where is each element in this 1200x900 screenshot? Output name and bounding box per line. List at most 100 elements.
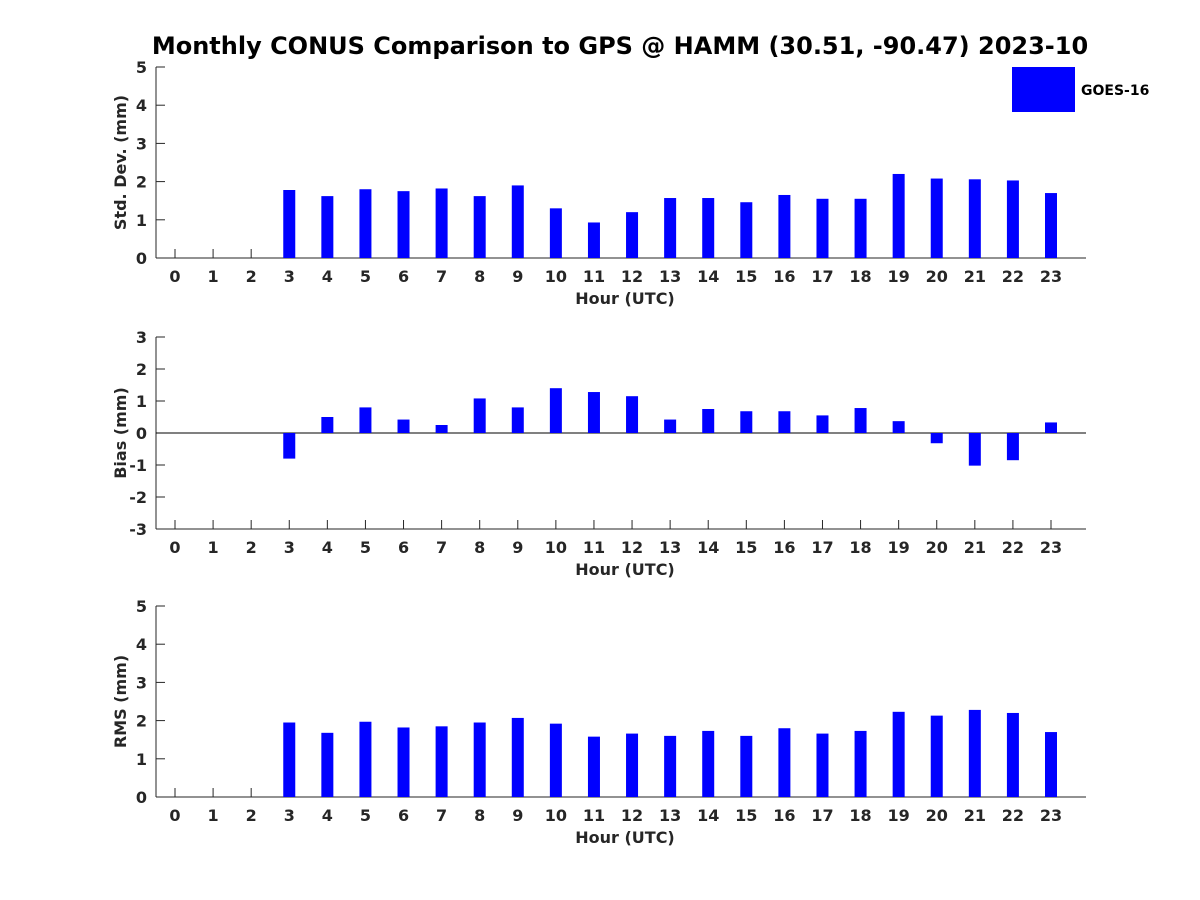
bar xyxy=(930,433,943,444)
bar xyxy=(359,721,372,797)
bar xyxy=(854,198,867,258)
bar xyxy=(473,398,486,433)
x-tick-label: 4 xyxy=(322,267,333,286)
bar xyxy=(892,173,905,258)
x-tick-label: 9 xyxy=(512,538,523,557)
y-tick-label: 2 xyxy=(136,712,147,731)
y-tick-label: 5 xyxy=(136,597,147,616)
x-tick-label: 13 xyxy=(659,538,681,557)
x-tick-label: 19 xyxy=(888,538,910,557)
bar xyxy=(664,735,677,797)
x-tick-label: 7 xyxy=(436,267,447,286)
x-tick-label: 5 xyxy=(360,538,371,557)
x-tick-label: 6 xyxy=(398,806,409,825)
x-tick-label: 7 xyxy=(436,538,447,557)
y-tick-label: 1 xyxy=(136,750,147,769)
bar xyxy=(587,392,600,433)
bar xyxy=(283,433,296,459)
bar xyxy=(930,178,943,258)
x-tick-label: 9 xyxy=(512,267,523,286)
x-tick-label: 7 xyxy=(436,806,447,825)
x-tick-label: 6 xyxy=(398,267,409,286)
x-tick-label: 16 xyxy=(773,806,795,825)
bar xyxy=(968,179,981,258)
bar xyxy=(549,388,562,433)
x-tick-label: 12 xyxy=(621,538,643,557)
x-tick-label: 19 xyxy=(888,267,910,286)
x-tick-label: 2 xyxy=(246,806,257,825)
x-tick-label: 18 xyxy=(849,538,871,557)
x-tick-label: 17 xyxy=(811,806,833,825)
bar xyxy=(702,409,715,433)
y-axis-label: Std. Dev. (mm) xyxy=(111,95,130,230)
x-tick-label: 15 xyxy=(735,267,757,286)
x-tick-label: 10 xyxy=(545,538,567,557)
x-tick-label: 11 xyxy=(583,267,605,286)
bar xyxy=(549,723,562,797)
y-tick-label: 4 xyxy=(136,635,147,654)
x-tick-label: 1 xyxy=(208,538,219,557)
bar xyxy=(854,730,867,797)
bar xyxy=(778,728,791,797)
y-tick-label: 0 xyxy=(136,788,147,807)
x-tick-label: 14 xyxy=(697,267,719,286)
legend-swatch xyxy=(1012,67,1075,112)
bar xyxy=(740,735,753,797)
x-tick-label: 13 xyxy=(659,267,681,286)
x-tick-label: 22 xyxy=(1002,806,1024,825)
bar xyxy=(664,419,677,433)
bar xyxy=(511,717,524,797)
bar xyxy=(702,730,715,797)
y-tick-label: -1 xyxy=(129,456,147,475)
x-tick-label: 14 xyxy=(697,538,719,557)
bar xyxy=(816,415,829,433)
x-tick-label: 1 xyxy=(208,267,219,286)
x-tick-label: 0 xyxy=(169,267,180,286)
bar xyxy=(511,407,524,433)
bar xyxy=(283,190,296,258)
x-tick-label: 13 xyxy=(659,806,681,825)
bar xyxy=(1045,732,1057,797)
x-tick-label: 2 xyxy=(246,267,257,286)
bar xyxy=(587,222,600,258)
y-tick-label: 5 xyxy=(136,58,147,77)
bar xyxy=(740,202,753,258)
bar xyxy=(397,727,410,797)
x-tick-label: 15 xyxy=(735,538,757,557)
bar xyxy=(1045,422,1057,433)
x-tick-label: 1 xyxy=(208,806,219,825)
x-tick-label: 6 xyxy=(398,538,409,557)
y-tick-label: -3 xyxy=(129,520,147,539)
x-tick-label: 8 xyxy=(474,806,485,825)
x-tick-label: 14 xyxy=(697,806,719,825)
x-tick-label: 9 xyxy=(512,806,523,825)
x-tick-label: 23 xyxy=(1040,267,1062,286)
x-tick-label: 11 xyxy=(583,806,605,825)
x-tick-label: 5 xyxy=(360,806,371,825)
x-axis-label: Hour (UTC) xyxy=(575,289,675,308)
bar xyxy=(435,425,448,433)
x-tick-label: 0 xyxy=(169,806,180,825)
bar xyxy=(778,194,791,258)
y-tick-label: 1 xyxy=(136,392,147,411)
bar xyxy=(1006,180,1019,258)
y-axis-label: Bias (mm) xyxy=(111,387,130,479)
x-tick-label: 10 xyxy=(545,267,567,286)
x-tick-label: 20 xyxy=(926,806,948,825)
x-tick-label: 5 xyxy=(360,267,371,286)
bar xyxy=(702,198,715,258)
y-tick-label: 3 xyxy=(136,134,147,153)
chart-title: Monthly CONUS Comparison to GPS @ HAMM (… xyxy=(152,32,1088,60)
x-tick-label: 2 xyxy=(246,538,257,557)
bar xyxy=(626,733,639,797)
bar xyxy=(816,733,829,797)
x-tick-label: 16 xyxy=(773,538,795,557)
bar xyxy=(664,198,677,258)
x-tick-label: 3 xyxy=(284,806,295,825)
bar xyxy=(549,208,562,258)
bar xyxy=(511,185,524,258)
